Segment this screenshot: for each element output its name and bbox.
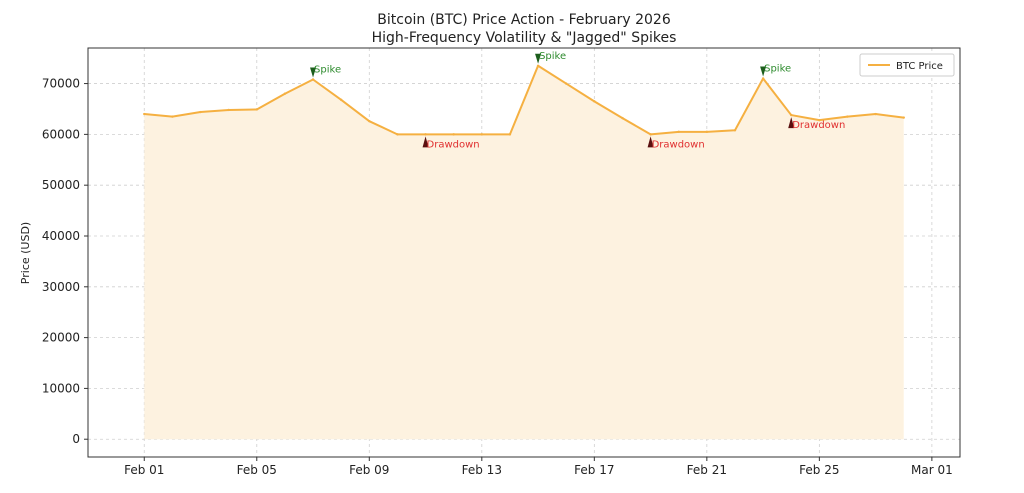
data-point <box>677 130 680 134</box>
data-point <box>480 133 484 136</box>
line-layer <box>143 64 905 136</box>
drawdown-marker <box>647 136 654 148</box>
y-tick-label: 10000 <box>42 381 80 395</box>
data-point <box>283 92 287 95</box>
spike-label: Spike <box>539 51 566 62</box>
drawdown-marker <box>788 117 795 129</box>
data-point <box>818 118 821 122</box>
y-tick-label: 20000 <box>42 331 80 345</box>
data-point <box>846 115 849 118</box>
y-tick-label: 60000 <box>42 127 80 141</box>
x-tick-label: Feb 05 <box>237 463 277 477</box>
x-tick-label: Feb 13 <box>462 463 502 477</box>
data-point <box>508 133 512 136</box>
annotation-layer: Spike Spike Spike Drawdown Drawdown Drawdown <box>310 51 845 150</box>
plot-frame <box>87 47 961 458</box>
data-point <box>761 77 765 80</box>
chart-subtitle: High-Frequency Volatility & "Jagged" Spi… <box>372 30 677 46</box>
data-point <box>311 78 315 81</box>
data-point <box>902 116 905 119</box>
spike-marker <box>760 66 767 77</box>
x-tick-label: Mar 01 <box>911 463 953 477</box>
legend-box <box>859 53 955 77</box>
data-point <box>593 100 596 103</box>
data-point <box>255 108 258 111</box>
data-point <box>143 112 146 116</box>
spike-label: Spike <box>764 63 791 74</box>
data-point <box>733 129 737 132</box>
data-point <box>227 108 230 112</box>
data-point <box>790 113 793 117</box>
x-tick-label: Feb 09 <box>349 463 389 477</box>
spike-label: Spike <box>314 65 341 76</box>
spike-marker <box>535 53 542 64</box>
y-tick-label: 0 <box>72 432 80 446</box>
data-point <box>171 115 174 118</box>
y-tick-label: 30000 <box>42 280 80 294</box>
legend: BTC Price <box>859 53 955 77</box>
data-point <box>424 133 427 136</box>
data-point <box>705 130 709 134</box>
data-point <box>874 112 877 116</box>
x-tick-label: Feb 17 <box>574 463 614 477</box>
spike-marker <box>310 67 317 78</box>
axis-layer: Feb 01 Feb 05 Feb 09 Feb 13 Feb 17 Feb 21 Feb … <box>42 47 961 477</box>
data-point <box>368 119 371 123</box>
data-point <box>396 133 399 136</box>
data-point <box>452 133 455 136</box>
y-tick-label: 50000 <box>42 178 80 192</box>
data-point <box>649 133 652 136</box>
chart-title: Bitcoin (BTC) Price Action - February 20… <box>377 12 671 28</box>
y-tick-label: 70000 <box>42 77 80 91</box>
drawdown-label: Drawdown <box>652 139 705 150</box>
drawdown-marker <box>422 136 429 148</box>
y-axis-label: Price (USD) <box>19 222 32 284</box>
data-point <box>339 98 343 102</box>
drawdown-label: Drawdown <box>427 139 480 150</box>
x-tick-label: Feb 01 <box>124 463 164 477</box>
fill-layer <box>144 65 904 440</box>
area-fill <box>144 65 904 440</box>
data-point <box>564 82 568 85</box>
data-point <box>536 64 540 67</box>
y-tick-label: 40000 <box>42 229 80 243</box>
legend-label: BTC Price <box>896 61 943 72</box>
drawdown-label: Drawdown <box>792 120 845 131</box>
x-tick-label: Feb 21 <box>687 463 727 477</box>
x-tick-label: Feb 25 <box>799 463 839 477</box>
data-point <box>199 110 202 114</box>
series-line-btc-price <box>144 64 904 136</box>
data-point <box>621 116 624 120</box>
